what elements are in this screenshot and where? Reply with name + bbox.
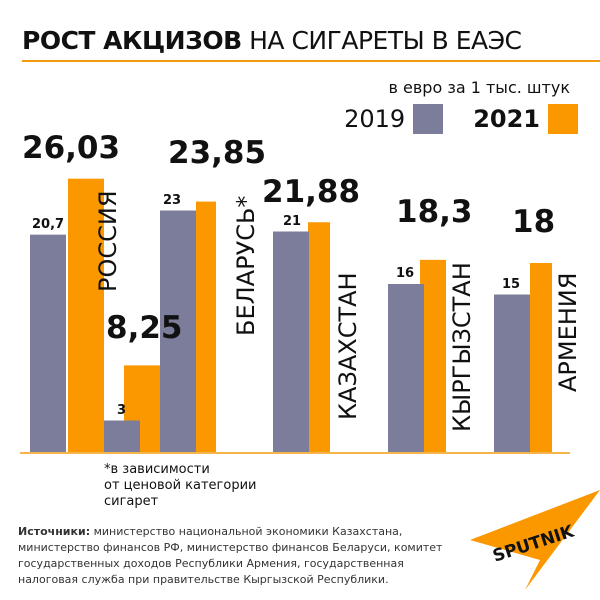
bar-2021-0 bbox=[68, 178, 104, 452]
sputnik-logo: SPUTNIK bbox=[470, 490, 600, 590]
bar-2019-1 bbox=[104, 420, 140, 452]
legend-2019-label: 2019 bbox=[344, 105, 406, 133]
footnote-line: *в зависимости bbox=[104, 462, 210, 477]
sources-text: министерство национальной экономики Каза… bbox=[18, 525, 443, 586]
legend: 2019 2021 bbox=[344, 104, 578, 134]
bar-2019-0 bbox=[30, 234, 66, 452]
sources: Источники: министерство национальной эко… bbox=[18, 524, 458, 588]
value-label-2019: 21 bbox=[283, 213, 302, 229]
value-label-2021: 21,88 bbox=[262, 174, 361, 210]
country-label-kyrgyzstan: КЫРГЫЗСТАН bbox=[448, 262, 476, 432]
title-rest: НА СИГАРЕТЫ В ЕАЭС bbox=[241, 26, 522, 55]
value-label-2021: 8,25 bbox=[106, 310, 183, 346]
bar-2019-4 bbox=[388, 284, 424, 452]
bar-2019-5 bbox=[494, 294, 530, 452]
value-label-2019: 3 bbox=[117, 402, 127, 418]
bar-2019-2 bbox=[160, 210, 196, 452]
value-label-2019: 15 bbox=[502, 276, 521, 292]
sources-label: Источники: bbox=[18, 525, 91, 538]
value-label-2019: 16 bbox=[396, 266, 415, 281]
unit-label: в евро за 1 тыс. штук bbox=[388, 78, 571, 97]
footnote: *в зависимости от ценовой категории сига… bbox=[104, 462, 256, 510]
country-label-kazakhstan: КАЗАХСТАН bbox=[334, 272, 362, 420]
title-underline bbox=[22, 60, 600, 62]
value-label-2019: 23 bbox=[163, 192, 182, 208]
legend-2021-label: 2021 bbox=[473, 105, 540, 133]
country-label-belarus: БЕЛАРУСЬ* bbox=[232, 195, 260, 336]
footnote-line: сигарет bbox=[104, 494, 159, 509]
bar-2021-4 bbox=[420, 259, 446, 452]
legend-2021-swatch bbox=[548, 104, 578, 134]
country-label-russia: РОССИЯ bbox=[94, 190, 122, 292]
legend-2019-swatch bbox=[413, 104, 444, 134]
value-label-2019: 20,7 bbox=[32, 216, 65, 232]
bar-2021-2 bbox=[196, 201, 216, 452]
value-label-2021: 18 bbox=[512, 204, 556, 240]
value-label-2021: 23,85 bbox=[168, 135, 267, 171]
bar-2021-5 bbox=[530, 263, 552, 452]
bar-2021-3 bbox=[308, 222, 330, 452]
value-label-2021: 18,3 bbox=[396, 194, 473, 230]
footnote-line: от ценовой категории bbox=[104, 478, 257, 493]
value-label-2021: 26,03 bbox=[22, 130, 121, 166]
bar-2019-3 bbox=[273, 231, 309, 452]
title-bold: РОСТ АКЦИЗОВ bbox=[22, 26, 242, 55]
chart-title: РОСТ АКЦИЗОВ НА СИГАРЕТЫ В ЕАЭС bbox=[22, 26, 522, 55]
country-label-armenia: АРМЕНИЯ bbox=[554, 272, 582, 392]
